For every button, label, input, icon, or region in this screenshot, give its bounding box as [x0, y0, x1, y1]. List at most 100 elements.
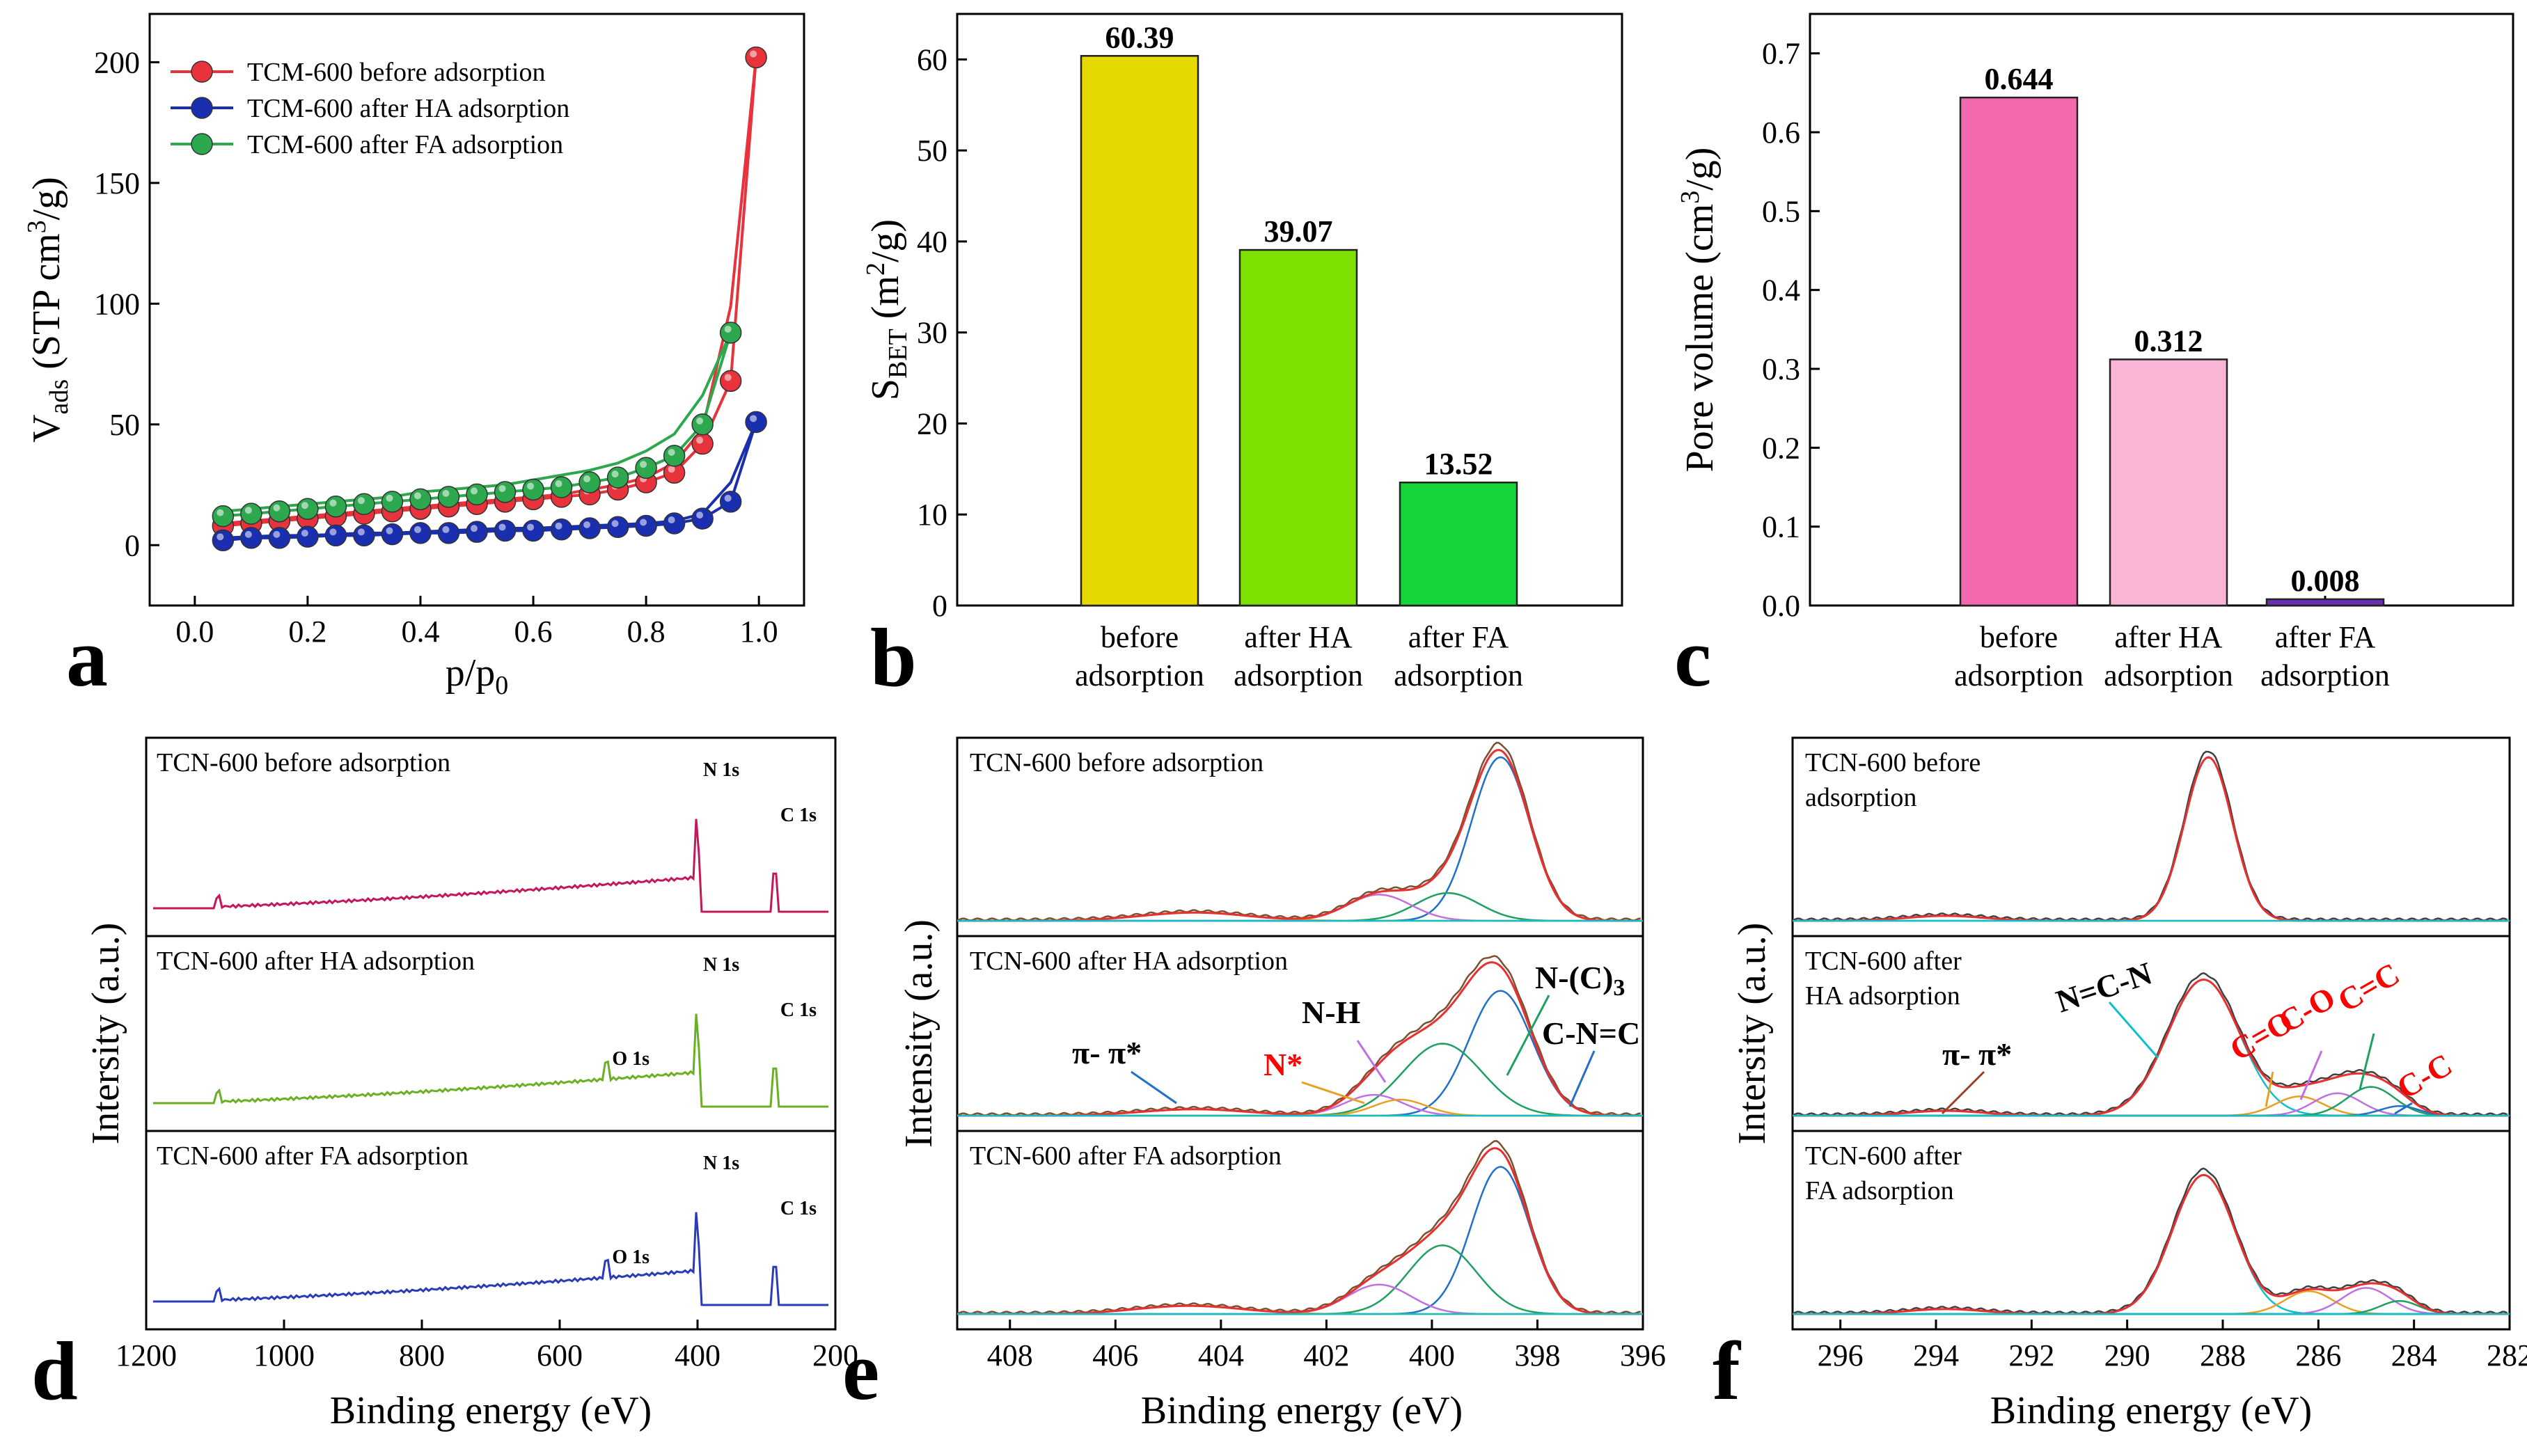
- bar: [1399, 481, 1518, 607]
- x-tick-label: 406: [1092, 1338, 1138, 1372]
- data-point: [691, 432, 714, 455]
- annotation-arrow: [2265, 1071, 2274, 1107]
- panel-a-series: [212, 46, 767, 552]
- point-highlight: [217, 509, 224, 516]
- subplot-label: TCN-600 after FA adsorption: [1805, 1141, 1962, 1205]
- data-point: [353, 493, 375, 516]
- x-category-label: after HA adsorption: [1234, 620, 1363, 693]
- data-point: [381, 523, 404, 546]
- point-highlight: [244, 507, 252, 514]
- legend-label: TCM-600 before adsorption: [247, 58, 545, 87]
- data-point: [381, 491, 404, 513]
- point-highlight: [696, 512, 704, 519]
- fit-envelope: [957, 1147, 1641, 1315]
- point-highlight: [668, 516, 675, 524]
- panel-e-content: 408 406 404 402 400 398 396 TCN-600 before adso…: [957, 741, 1666, 1372]
- data-point: [240, 503, 262, 525]
- data-point: [240, 527, 262, 549]
- peak-label: N 1s: [703, 954, 739, 976]
- x-tick-label: 1200: [116, 1338, 177, 1372]
- panel-d-ylabel: Intersity (a.u.): [84, 923, 127, 1145]
- data-point: [635, 514, 657, 537]
- bar: [1238, 248, 1358, 607]
- panel-f-content: 296 294 292 290 288 286 284 282 TCN-600 before ad…: [1792, 748, 2527, 1372]
- point-highlight: [750, 50, 757, 58]
- panel-c: 0.0 0.1 0.2 0.3 0.4 0.5 0.6 0.7 0.644 before adso…: [1674, 13, 2514, 704]
- x-tick-label: 402: [1303, 1338, 1349, 1372]
- panel-c-ticks: 0.0 0.1 0.2 0.3 0.4 0.5 0.6 0.7: [1762, 37, 2327, 623]
- bar-value-label: 13.52: [1424, 447, 1493, 481]
- subplot-label: TCN-600 before adsorption: [1805, 748, 1981, 812]
- point-highlight: [357, 497, 365, 505]
- x-category-label: after HA adsorption: [2104, 620, 2233, 693]
- y-tick-label: 200: [94, 45, 140, 79]
- y-tick-label: 40: [917, 225, 947, 259]
- panel-letter-f: f: [1713, 1324, 1742, 1417]
- subplot-label: TCN-600 after HA adsorption: [1805, 947, 1962, 1011]
- annotation-arrow: [2359, 1033, 2375, 1090]
- data-point: [494, 481, 517, 503]
- peak-label: O 1s: [612, 1247, 650, 1268]
- point-highlight: [301, 502, 308, 509]
- peak-label: O 1s: [612, 1048, 650, 1070]
- raw-spectrum: [1792, 750, 2508, 921]
- subplot-label: TCN-600 before adsorption: [157, 748, 450, 777]
- data-point: [635, 457, 657, 479]
- x-tick-label: 400: [675, 1338, 721, 1372]
- annotation-label: N=C-N: [2052, 955, 2156, 1019]
- data-point: [353, 524, 375, 547]
- bar-value-label: 39.07: [1264, 214, 1333, 248]
- annotation-label: N*: [1264, 1047, 1302, 1082]
- point-highlight: [668, 448, 675, 456]
- fit-envelope: [1792, 756, 2508, 922]
- peak-label: C 1s: [780, 999, 817, 1021]
- raw-spectrum: [1792, 1167, 2508, 1315]
- survey-spectrum: [152, 818, 829, 913]
- panel-letter-b: b: [870, 611, 917, 704]
- x-tick-label: 288: [2200, 1338, 2246, 1372]
- annotation-arrow: [1568, 1050, 1596, 1107]
- data-point: [268, 500, 291, 523]
- y-tick-label: 50: [109, 408, 140, 442]
- point-highlight: [498, 484, 506, 492]
- data-point: [745, 46, 767, 69]
- bar-value-label: 60.39: [1105, 20, 1174, 54]
- point-highlight: [273, 530, 281, 538]
- x-tick-label: 408: [987, 1338, 1033, 1372]
- point-highlight: [301, 530, 308, 537]
- y-tick-label: 60: [917, 42, 947, 77]
- x-tick-label: 282: [2487, 1338, 2527, 1372]
- point-highlight: [555, 522, 562, 530]
- data-point: [606, 516, 629, 538]
- data-point: [663, 445, 686, 467]
- annotation-arrow: [2108, 1002, 2159, 1059]
- subplot-label: TCN-600 after HA adsorption: [157, 947, 475, 976]
- peak-label: C 1s: [780, 1198, 817, 1219]
- panel-f-frame: [1791, 736, 2511, 1331]
- data-point: [578, 471, 601, 493]
- peak-label: N 1s: [703, 1153, 739, 1174]
- annotation-label: C-C: [2391, 1047, 2458, 1106]
- panel-d-xlabel: Binding energy (eV): [330, 1389, 652, 1432]
- point-highlight: [696, 436, 704, 444]
- x-tick-label: 0.8: [627, 615, 666, 649]
- survey-spectrum: [152, 1013, 829, 1108]
- x-tick-label: 296: [1818, 1338, 1864, 1372]
- data-point: [297, 525, 319, 548]
- panel-b: 0 10 20 30 40 50 60 60.39 before adsorption 39.07…: [861, 13, 1623, 704]
- x-tick-label: 200: [812, 1338, 858, 1372]
- point-highlight: [583, 521, 591, 528]
- panel-a-xlabel: p/p0: [446, 651, 509, 700]
- x-tick-label: 0.0: [175, 615, 214, 649]
- x-tick-label: 292: [2008, 1338, 2054, 1372]
- fit-component: [957, 756, 1641, 922]
- point-highlight: [357, 528, 365, 536]
- y-tick-label: 0: [932, 589, 947, 623]
- point-highlight: [750, 415, 757, 422]
- x-tick-label: 404: [1198, 1338, 1244, 1372]
- point-highlight: [386, 527, 393, 535]
- panel-letter-d: d: [31, 1324, 78, 1417]
- bar: [2109, 358, 2228, 607]
- subplot-label: TCN-600 after HA adsorption: [970, 947, 1288, 976]
